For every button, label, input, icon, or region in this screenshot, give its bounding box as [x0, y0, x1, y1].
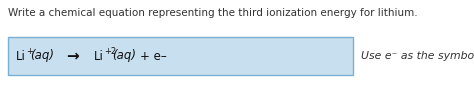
- Text: (aq): (aq): [112, 49, 136, 62]
- Text: (aq): (aq): [30, 49, 54, 62]
- Text: Li: Li: [16, 49, 26, 62]
- Text: Use e⁻ as the symbol for an electron.: Use e⁻ as the symbol for an electron.: [361, 51, 474, 61]
- Text: + e–: + e–: [140, 49, 167, 62]
- Text: Li: Li: [94, 49, 104, 62]
- Text: +2: +2: [104, 46, 116, 56]
- Text: Write a chemical equation representing the third ionization energy for lithium.: Write a chemical equation representing t…: [8, 8, 418, 18]
- FancyBboxPatch shape: [8, 37, 353, 75]
- Text: +: +: [26, 46, 33, 56]
- Text: →: →: [66, 49, 79, 64]
